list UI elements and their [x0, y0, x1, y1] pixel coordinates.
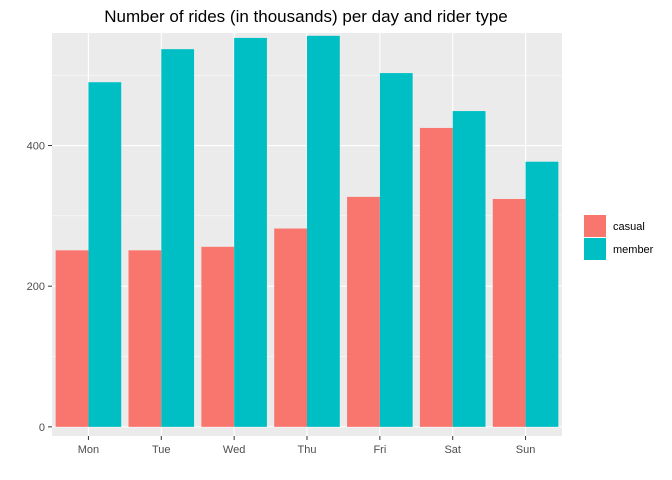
x-tick-label: Thu — [298, 444, 317, 456]
bar-casual-tue — [128, 250, 162, 427]
x-tick-label: Sun — [516, 444, 536, 456]
bar-casual-mon — [55, 250, 89, 427]
bar-member-wed — [234, 37, 267, 427]
chart-title: Number of rides (in thousands) per day a… — [104, 7, 507, 26]
x-tick-label: Tue — [152, 444, 171, 456]
bar-member-sun — [525, 161, 559, 427]
y-tick-label: 400 — [27, 141, 45, 153]
bar-member-mon — [88, 82, 122, 427]
legend-key-casual — [584, 215, 606, 237]
bar-casual-sat — [419, 127, 453, 427]
legend: casual member — [584, 215, 654, 260]
x-tick-label: Fri — [373, 444, 386, 456]
y-axis: 0 200 400 — [27, 141, 52, 434]
x-tick-label: Mon — [78, 444, 99, 456]
legend-label-member: member — [613, 244, 654, 256]
bar-casual-wed — [201, 246, 235, 427]
bar-member-tue — [161, 49, 195, 427]
bars — [55, 35, 559, 427]
legend-label-casual: casual — [613, 221, 645, 233]
x-axis: Mon Tue Wed Thu Fri Sat Sun — [78, 436, 536, 456]
bar-member-thu — [307, 35, 340, 427]
bar-member-fri — [379, 73, 413, 427]
x-tick-label: Wed — [223, 444, 245, 456]
bar-casual-fri — [347, 196, 380, 427]
bar-casual-thu — [274, 228, 307, 427]
y-tick-label: 0 — [39, 422, 45, 434]
y-tick-label: 200 — [27, 281, 45, 293]
x-tick-label: Sat — [444, 444, 461, 456]
legend-key-member — [584, 238, 606, 260]
bar-member-sat — [452, 111, 486, 427]
bar-casual-sun — [492, 198, 526, 427]
